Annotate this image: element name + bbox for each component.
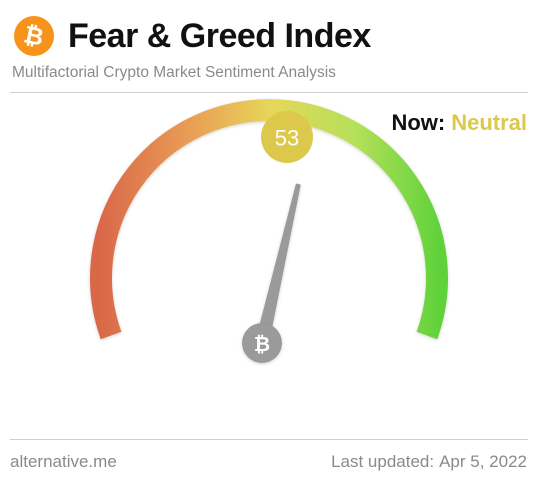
last-updated-label: Last updated: [331,452,435,471]
last-updated: Last updated: Apr 5, 2022 [331,452,527,472]
fear-greed-gauge: 53 ₿ [90,99,448,363]
gauge-arc [90,99,448,340]
last-updated-date: Apr 5, 2022 [439,452,527,471]
gauge-hub [242,323,282,363]
page-subtitle: Multifactorial Crypto Market Sentiment A… [12,64,336,81]
source-link[interactable]: alternative.me [10,452,117,471]
header-divider [10,92,528,93]
footer-divider [10,439,528,440]
page-title: Fear & Greed Index [68,16,371,55]
current-status: Now: Neutral [391,110,527,136]
index-value: 53 [275,126,299,151]
gauge-needle [255,183,301,345]
bitcoin-logo-icon: ₿ [14,16,54,56]
header: ₿ Fear & Greed Index [14,14,371,58]
classification-label: Neutral [451,110,527,135]
now-label: Now: [391,110,446,135]
value-bubble [261,111,313,163]
bitcoin-hub-icon: ₿ [254,332,270,356]
